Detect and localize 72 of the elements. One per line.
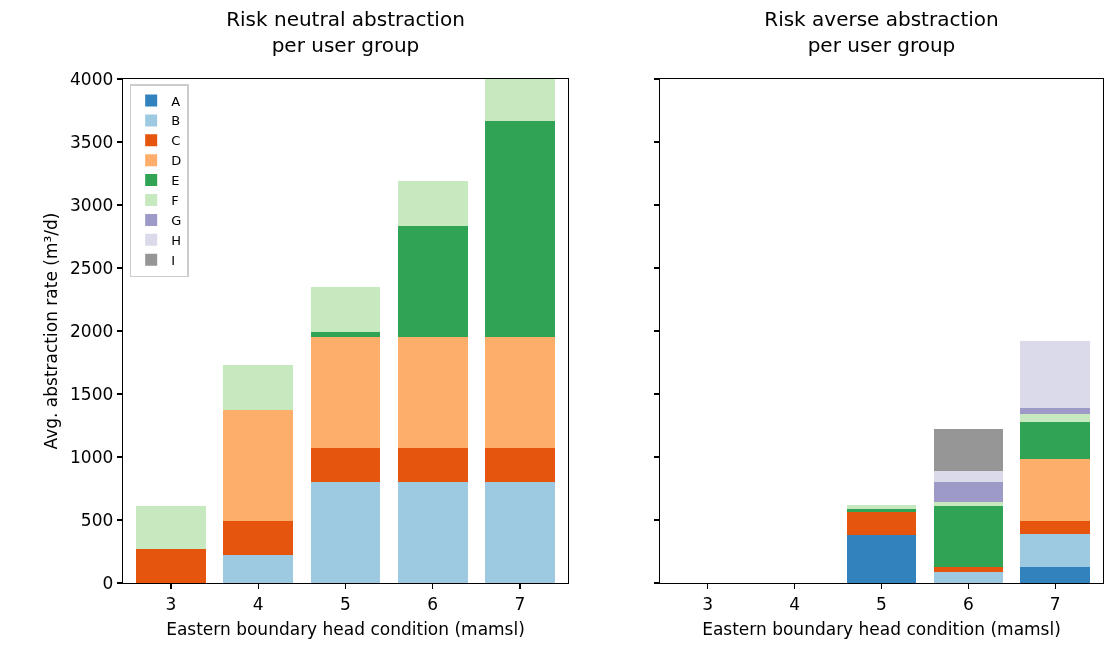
x-tick-label: 4 [789,593,801,614]
bar [933,470,1004,483]
y-tick-label: 500 [80,509,114,530]
y-tick-label: 3500 [70,131,114,152]
x-tick-label: 5 [340,593,351,614]
bar [1020,534,1090,568]
x-tick-label: 3 [165,593,177,614]
bar [1020,341,1090,409]
y-tick-label: 1500 [70,383,114,404]
x-tick-label: 4 [252,593,264,614]
bar [1020,408,1090,414]
x-tick-label: 3 [702,593,714,614]
y-tick-label: 3000 [70,194,114,215]
y-tick-label: 4000 [70,68,114,89]
bar [933,482,1004,503]
y-axis-title: Avg. abstraction rate (m³/d) [40,212,61,450]
bar [846,512,917,536]
bar [136,506,206,549]
y-tick-label: 2000 [70,320,114,341]
bar [397,337,468,449]
bar [1020,458,1090,522]
bar [310,448,381,483]
chart-title: Risk neutral abstraction per user group [226,7,465,58]
bar [485,337,555,449]
bar [310,286,381,333]
x-tick-label: 7 [1049,593,1061,614]
legend-label: I [171,252,176,268]
x-tick-label: 7 [514,593,526,614]
x-tick-label: 6 [427,593,439,614]
legend-label: B [171,113,181,129]
legend-label: E [171,173,180,189]
bar [485,120,555,338]
legend-label: F [171,193,179,209]
bar [485,448,555,483]
bar [1020,413,1090,422]
bar [1020,521,1090,535]
bar [846,504,917,509]
y-tick-label: 2500 [70,257,114,278]
bar [397,482,468,583]
y-tick-label: 0 [102,572,114,593]
legend-label: C [171,133,181,149]
bar [310,332,381,338]
bar [223,410,294,522]
x-tick-label: 5 [876,593,887,614]
bar [397,448,468,483]
x-tick-label: 6 [962,593,974,614]
x-axis-title: Eastern boundary head condition (mamsl) [702,618,1061,639]
bar [136,548,206,583]
bar [310,337,381,449]
bar [223,365,294,411]
bar [933,502,1004,507]
x-axis-title: Eastern boundary head condition (mamsl) [166,618,525,639]
bar [485,482,555,583]
legend-label: D [171,153,182,169]
chart-title: Risk averse abstraction per user group [764,7,999,58]
bar [933,571,1004,583]
bar [933,429,1004,471]
legend-label: A [171,93,181,109]
bar [1020,567,1090,583]
bar [223,521,294,556]
y-tick-label: 1000 [70,446,114,467]
bar [1020,421,1090,459]
bar [397,226,468,338]
bar [933,506,1004,568]
bar [310,482,381,583]
bar [933,567,1004,572]
legend-label: H [171,232,181,248]
bar [846,535,917,583]
bar [397,181,468,227]
bar [485,79,555,121]
legend-label: G [171,212,182,228]
bar [223,555,294,583]
